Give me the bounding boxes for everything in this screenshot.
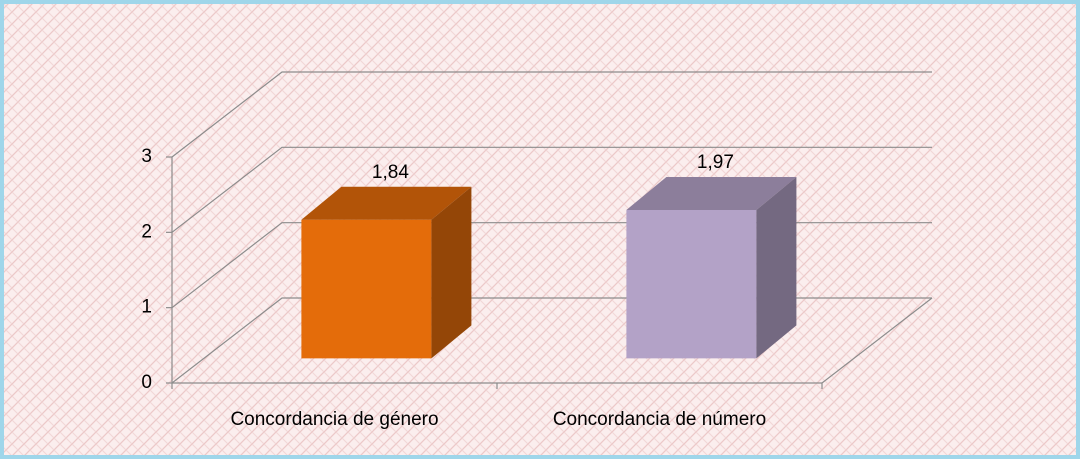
- y-tick-label: 0: [141, 372, 152, 393]
- x-tick-label: Concordancia de número: [553, 409, 766, 430]
- y-tick-label: 1: [141, 297, 152, 318]
- bar-front: [626, 209, 757, 359]
- data-label: 1,97: [697, 152, 734, 173]
- data-label: 1,84: [372, 162, 409, 183]
- x-tick-label: Concordancia de género: [230, 409, 438, 430]
- grid-line: [171, 71, 932, 158]
- bar-top: [626, 176, 797, 210]
- y-tick-label: 2: [141, 221, 152, 242]
- bar-top: [301, 186, 472, 220]
- floor-edge: [821, 297, 933, 384]
- y-tick-label: 3: [141, 146, 152, 167]
- bar-side: [756, 176, 797, 359]
- bar-front: [301, 219, 432, 359]
- bar-side: [431, 186, 472, 359]
- grid-line: [171, 146, 932, 233]
